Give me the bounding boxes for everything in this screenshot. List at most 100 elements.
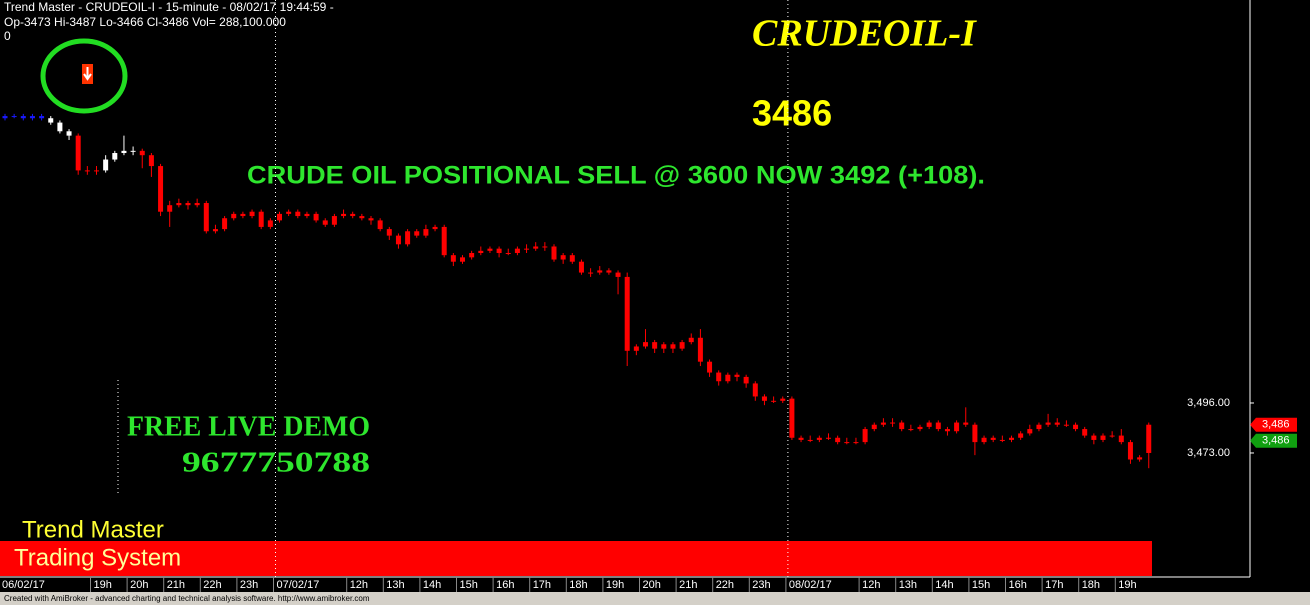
- x-tick-label: 19h: [606, 579, 624, 591]
- candle-body: [981, 437, 987, 443]
- candle-body: [249, 211, 255, 217]
- candle-body: [1063, 424, 1069, 426]
- candle-body: [597, 270, 603, 273]
- candle-body: [240, 213, 246, 217]
- candle-body: [560, 255, 566, 260]
- x-tick-label: 15h: [972, 579, 990, 591]
- candle-body: [267, 220, 273, 227]
- candle-body: [679, 342, 685, 349]
- x-tick-label: 06/02/17: [2, 579, 45, 591]
- candle-body: [771, 400, 777, 402]
- candle-body: [652, 342, 658, 349]
- candle-body: [588, 272, 594, 274]
- y-tick-label: 3,473.00: [1187, 447, 1230, 459]
- annotation: CRUDE OIL POSITIONAL SELL @ 3600 NOW 349…: [247, 162, 985, 190]
- candle-body: [414, 231, 420, 236]
- candle-body: [505, 253, 511, 255]
- candle-body: [954, 422, 960, 432]
- x-tick-label: 18h: [569, 579, 587, 591]
- candle-body: [386, 229, 392, 236]
- candle-body: [84, 170, 90, 172]
- candle-body: [734, 374, 740, 377]
- candle-body: [780, 398, 786, 401]
- candle-body: [478, 250, 484, 254]
- candle-body: [1118, 435, 1124, 443]
- candle-body: [450, 255, 456, 262]
- candle-body: [514, 248, 520, 254]
- candle-body: [286, 211, 292, 214]
- candle-body: [1045, 422, 1051, 425]
- candle-body: [798, 437, 804, 440]
- candle-body: [807, 439, 813, 441]
- x-tick-label: 12h: [350, 579, 368, 591]
- candle-body: [304, 213, 310, 217]
- candle-body: [935, 422, 941, 430]
- candle-body: [1100, 435, 1106, 440]
- annotation: FREE LIVE DEMO: [127, 411, 370, 443]
- candle-body: [185, 203, 191, 206]
- x-tick-label: 17h: [533, 579, 551, 591]
- candle-body: [139, 150, 145, 156]
- candle-body: [844, 442, 850, 444]
- candle-body: [697, 337, 703, 362]
- x-tick-label: 14h: [423, 579, 441, 591]
- candle-body: [432, 226, 438, 230]
- candle-body: [789, 398, 795, 438]
- x-tick-label: 21h: [167, 579, 185, 591]
- candle-body: [313, 213, 319, 221]
- candle-body: [20, 116, 26, 119]
- candle-body: [1127, 442, 1133, 460]
- candle-body: [606, 270, 612, 273]
- x-tick-label: 21h: [679, 579, 697, 591]
- brand-text: Trend Master: [22, 516, 164, 543]
- candle-body: [158, 166, 164, 212]
- candle-body: [130, 150, 136, 152]
- x-tick-label: 19h: [94, 579, 112, 591]
- x-tick-label: 07/02/17: [277, 579, 320, 591]
- candle-body: [29, 116, 35, 119]
- candle-body: [908, 429, 914, 431]
- candle-body: [322, 220, 328, 225]
- sell-signal-arrow: [83, 67, 92, 81]
- x-tick-label: 17h: [1045, 579, 1063, 591]
- candle-body: [1054, 422, 1060, 425]
- candle-body: [487, 248, 493, 251]
- candle-body: [1146, 424, 1152, 453]
- candle-body: [359, 216, 365, 219]
- candle-body: [533, 246, 539, 249]
- candle-body: [999, 439, 1005, 441]
- x-tick-label: 14h: [935, 579, 953, 591]
- price-tag-label: 3,486: [1262, 419, 1290, 431]
- brand-text: Trading System: [14, 544, 181, 571]
- y-tick-label: 3,496.00: [1187, 397, 1230, 409]
- x-tick-label: 16h: [496, 579, 514, 591]
- header-line: 0: [4, 29, 11, 43]
- candle-body: [963, 422, 969, 425]
- candle-body: [176, 203, 182, 206]
- candle-body: [1018, 433, 1024, 438]
- candle-body: [121, 150, 127, 154]
- candle-body: [615, 272, 621, 277]
- candle-body: [670, 344, 676, 349]
- candle-body: [899, 422, 905, 430]
- x-tick-label: 13h: [386, 579, 404, 591]
- candle-body: [203, 203, 209, 232]
- candle-body: [826, 437, 831, 439]
- candle-body: [496, 248, 502, 254]
- x-tick-label: 20h: [643, 579, 661, 591]
- candle-body: [112, 153, 118, 160]
- candle-body: [258, 211, 264, 227]
- candle-body: [66, 131, 72, 136]
- candle-body: [633, 346, 639, 351]
- candle-body: [39, 116, 45, 119]
- x-tick-label: 22h: [203, 579, 221, 591]
- candle-body: [148, 155, 154, 167]
- candle-body: [94, 170, 99, 172]
- x-tick-label: 18h: [1082, 579, 1100, 591]
- candle-body: [761, 396, 767, 401]
- brand-band: [0, 541, 1152, 576]
- price-tag: [1250, 433, 1297, 448]
- candle-body: [972, 424, 978, 443]
- x-tick-label: 20h: [130, 579, 148, 591]
